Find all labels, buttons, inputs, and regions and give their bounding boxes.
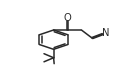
Text: N: N	[103, 28, 110, 38]
Text: O: O	[64, 13, 71, 23]
